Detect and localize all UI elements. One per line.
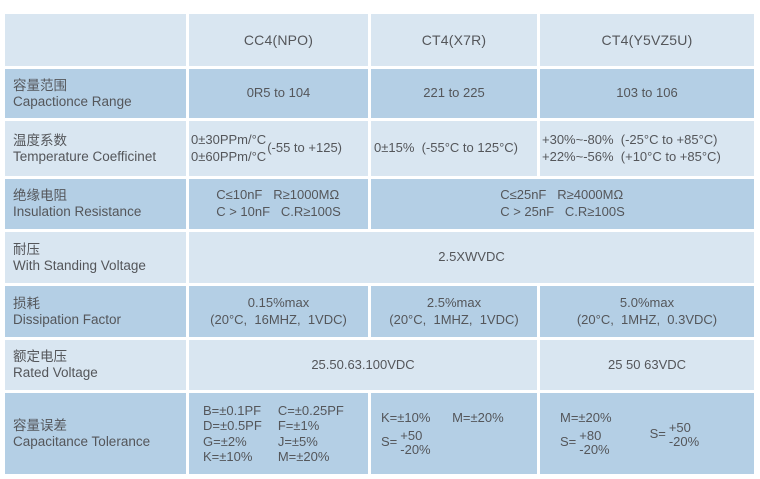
tolerance-y5v-s1-group: S= +80 -20% (560, 429, 610, 456)
label-text: 温度系数 Temperature Coefficinet (13, 133, 156, 165)
cell-rated-voltage-cc4-x7r: 25.50.63.100VDC (189, 340, 537, 390)
label-cn: 温度系数 (13, 132, 67, 148)
cell-tolerance-cc4: B=±0.1PF D=±0.5PF G=±2% K=±10% C=±0.25PF… (189, 393, 368, 474)
s-bottom: -20% (400, 441, 431, 457)
row-label-rated-voltage: 额定电压 Rated Voltage (5, 340, 186, 390)
cell-withstanding-voltage-all: 2.5XWVDC (189, 232, 754, 283)
s-bottom: -20% (579, 441, 610, 457)
s-stack: +80 -20% (579, 429, 609, 456)
label-en: Rated Voltage (13, 365, 98, 380)
dissipation-y5v-lines: 5.0%max (20°C, 1MHZ, 0.3VDC) (576, 294, 718, 327)
temp-y5v-lines: +30%~-80% (-25°C to +85°C) +22%~-56% (+1… (542, 131, 721, 164)
temp-cc4-ppm-lines: 0±30PPm/°C 0±60PPm/°C (191, 132, 267, 164)
label-en: Capactionce Range (13, 93, 132, 109)
header-empty-cell (5, 14, 186, 66)
s-top: +50 (668, 419, 691, 435)
label-en: With Standing Voltage (13, 257, 146, 273)
tolerance-x7r-s-group: S= +50 -20% (381, 429, 431, 456)
label-text: 损耗 Dissipation Factor (13, 296, 121, 328)
dissipation-x7r-lines: 2.5%max (20°C, 1MHZ, 1VDC) (389, 294, 519, 327)
label-cn: 容量范围 (13, 77, 67, 93)
insulation-cc4-lines: C≤10nF R≥1000MΩ C > 10nF C.R≥100S (216, 187, 341, 219)
label-text: 容量误差 Capacitance Tolerance (13, 418, 150, 450)
label-en: Temperature Coefficinet (13, 148, 157, 164)
cell-rated-voltage-y5v: 25 50 63VDC (540, 340, 754, 390)
label-text: 耐压 With Standing Voltage (13, 242, 146, 274)
label-text: 绝缘电阻 Insulation Resistance (13, 188, 141, 220)
cell-insulation-resistance-ct4-merged: C≤25nF R≥4000MΩ C > 25nF C.R≥100S (371, 179, 754, 229)
header-ct4x7r: CT4(X7R) (371, 14, 537, 66)
label-cn: 容量误差 (13, 417, 67, 433)
row-label-dissipation-factor: 损耗 Dissipation Factor (5, 286, 186, 337)
cell-dissipation-factor-x7r: 2.5%max (20°C, 1MHZ, 1VDC) (371, 286, 537, 337)
cell-tolerance-x7r: K=±10% M=±20% S= +50 -20% (371, 393, 537, 474)
label-en: Dissipation Factor (13, 311, 122, 327)
row-label-capacitance-tolerance: 容量误差 Capacitance Tolerance (5, 393, 186, 474)
row-label-insulation-resistance: 绝缘电阻 Insulation Resistance (5, 179, 186, 229)
insulation-ct4-lines: C≤25nF R≥4000MΩ C > 25nF C.R≥100S (500, 187, 625, 219)
label-text: 容量范围 Capactionce Range (13, 78, 132, 110)
header-ct4y5vz5u: CT4(Y5VZ5U) (540, 14, 754, 66)
label-text: 额定电压 Rated Voltage (13, 349, 98, 381)
capacitor-spec-table: CC4(NPO) CT4(X7R) CT4(Y5VZ5U) 容量范围 Capac… (5, 14, 754, 474)
tolerance-x7r-line: K=±10% M=±20% (381, 410, 504, 426)
temp-cc4-range: (-55 to +125) (267, 140, 342, 156)
s-prefix: S= (381, 434, 398, 450)
label-cn: 绝缘电阻 (13, 188, 67, 204)
cell-temp-coefficient-cc4: 0±30PPm/°C 0±60PPm/°C (-55 to +125) (189, 121, 368, 176)
cell-dissipation-factor-cc4: 0.15%max (20°C, 16MHZ, 1VDC) (189, 286, 368, 337)
s-stack: +50 -20% (669, 421, 699, 448)
cell-capacitance-range-cc4: 0R5 to 104 (189, 69, 368, 118)
label-en: Insulation Resistance (13, 204, 142, 219)
label-en: Capacitance Tolerance (13, 433, 151, 449)
cell-temp-coefficient-x7r: 0±15% (-55°C to 125°C) (371, 121, 537, 176)
dissipation-cc4-lines: 0.15%max (20°C, 16MHZ, 1VDC) (210, 294, 347, 327)
row-label-capacitance-range: 容量范围 Capactionce Range (5, 69, 186, 118)
label-cn: 额定电压 (13, 349, 67, 365)
tolerance-cc4-col-b: C=±0.25PF F=±1% J=±5% M=±20% (277, 402, 344, 464)
cell-capacitance-range-x7r: 221 to 225 (371, 69, 537, 118)
cell-insulation-resistance-cc4: C≤10nF R≥1000MΩ C > 10nF C.R≥100S (189, 179, 368, 229)
cell-temp-coefficient-y5v: +30%~-80% (-25°C to +85°C) +22%~-56% (+1… (540, 121, 754, 176)
row-label-temperature-coefficient: 温度系数 Temperature Coefficinet (5, 121, 186, 176)
tolerance-y5v-s2-group: S= +50 -20% (650, 421, 700, 448)
cell-capacitance-range-y5v: 103 to 106 (540, 69, 754, 118)
cell-tolerance-y5v: M=±20% S= +80 -20% S= +50 -20% (540, 393, 754, 474)
header-cc4npo: CC4(NPO) (189, 14, 368, 66)
tolerance-y5v-line: M=±20% (560, 410, 612, 426)
s-bottom: -20% (668, 433, 700, 449)
cell-dissipation-factor-y5v: 5.0%max (20°C, 1MHZ, 0.3VDC) (540, 286, 754, 337)
row-label-withstanding-voltage: 耐压 With Standing Voltage (5, 232, 186, 283)
s-top: +50 (400, 428, 423, 444)
label-cn: 损耗 (13, 295, 40, 311)
s-prefix: S= (649, 426, 666, 442)
tolerance-cc4-col-a: B=±0.1PF D=±0.5PF G=±2% K=±10% (203, 402, 262, 464)
s-prefix: S= (560, 434, 577, 450)
s-top: +80 (579, 428, 602, 444)
s-stack: +50 -20% (400, 429, 430, 456)
tolerance-y5v-left-block: M=±20% S= +80 -20% (560, 410, 612, 456)
label-cn: 耐压 (13, 241, 40, 257)
